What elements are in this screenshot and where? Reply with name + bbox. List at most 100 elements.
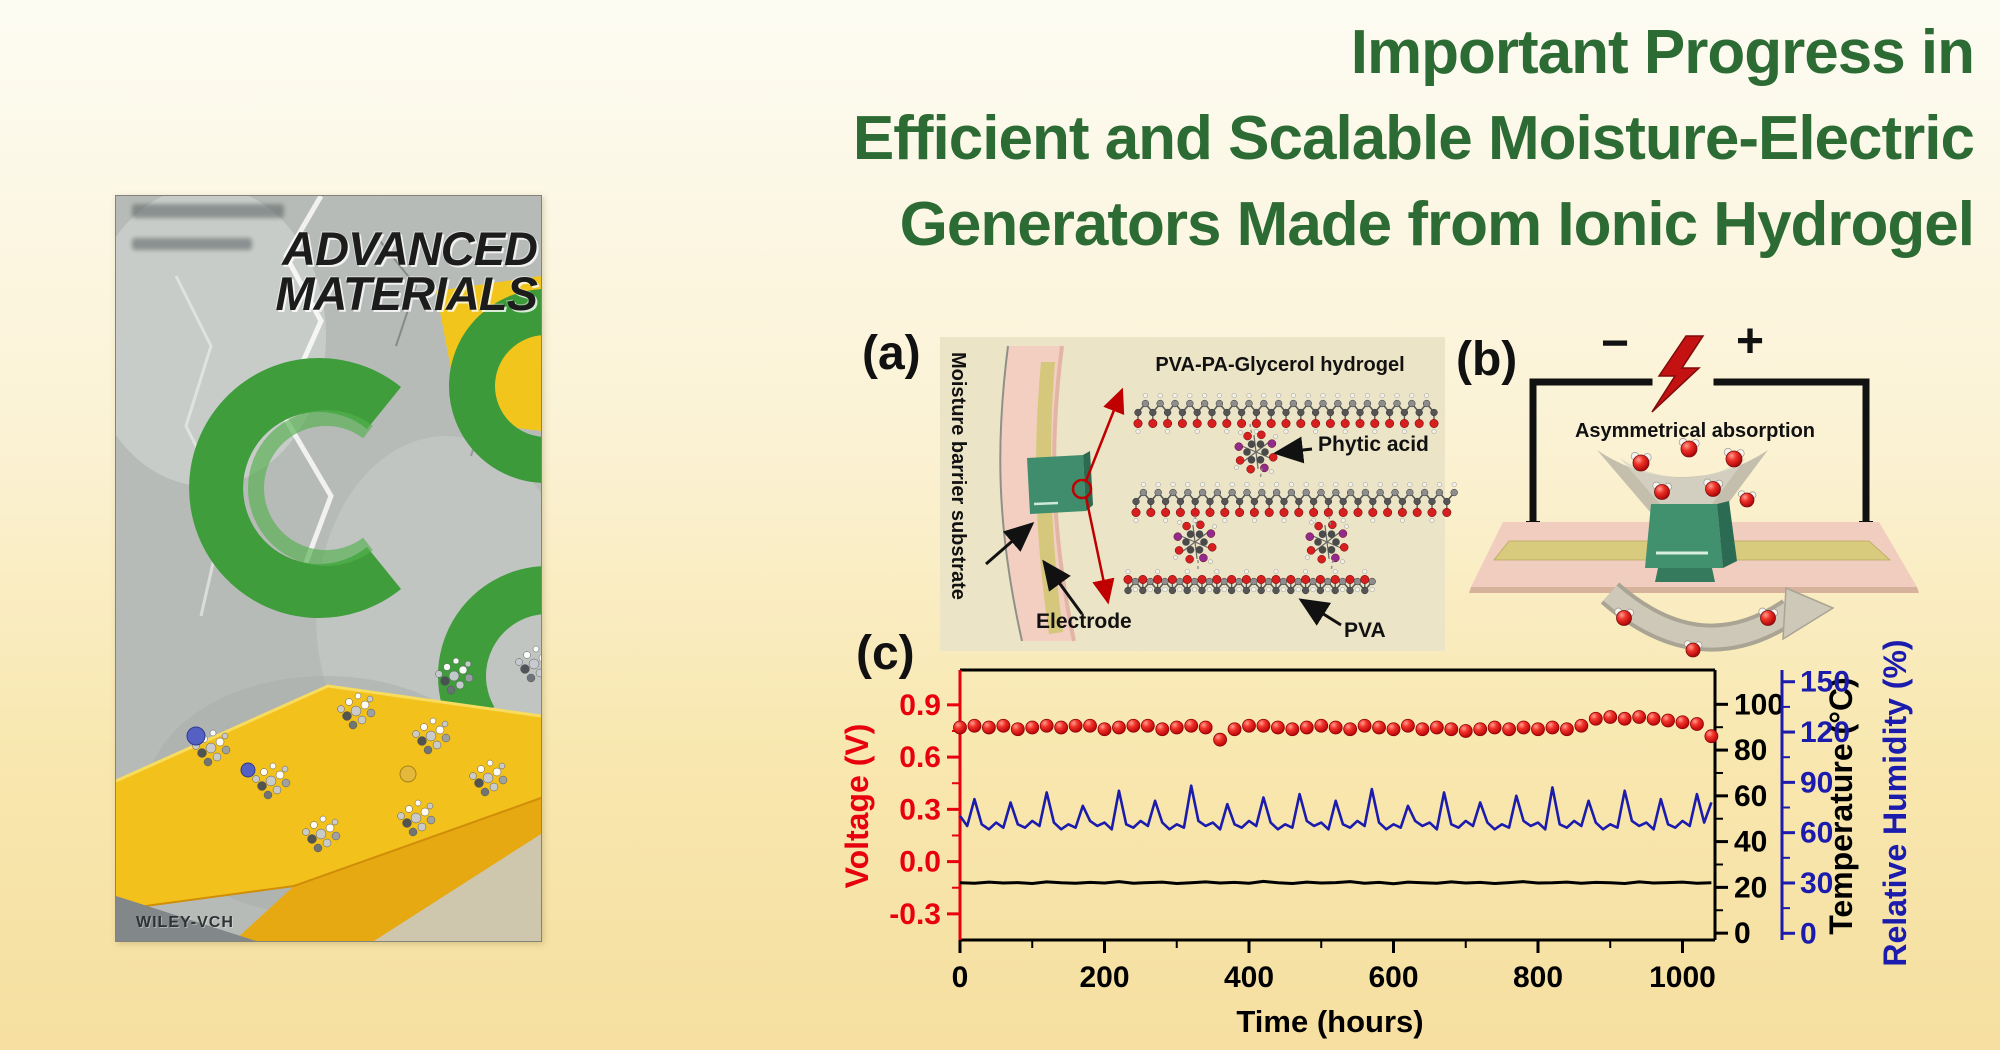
water-molecule-icon	[1652, 481, 1672, 500]
voltage-series	[953, 710, 1719, 747]
zoom-circle	[1071, 478, 1093, 500]
molecule-cluster	[435, 657, 474, 695]
svg-text:80: 80	[1734, 734, 1767, 767]
plus-terminal-label: +	[1736, 315, 1765, 368]
water-molecule-icon	[1758, 607, 1778, 626]
svg-text:600: 600	[1368, 961, 1418, 994]
molecule-cluster	[469, 759, 508, 797]
callout-arrow-down-icon	[1084, 496, 1115, 605]
device-hydrogel-block	[1645, 504, 1723, 568]
panel-a-illustration	[940, 337, 1458, 651]
cover-green-letter	[449, 289, 541, 483]
panel-b-tag: (b)	[1456, 333, 1518, 386]
svg-text:40: 40	[1734, 826, 1767, 859]
water-molecule-icon	[1684, 640, 1703, 658]
water-molecule-icon	[1738, 490, 1757, 508]
voltage-axis: 0.9 0.6 0.3 0.0 -0.3 Voltage (V)	[839, 689, 960, 931]
svg-text:100: 100	[1734, 688, 1784, 721]
circuit-wire	[1529, 378, 1870, 529]
water-molecule-icon	[1723, 448, 1745, 468]
chart-frame	[958, 668, 1717, 942]
molecule-cluster	[515, 645, 541, 683]
molecule-cluster	[192, 729, 231, 767]
water-molecule-icon	[1703, 478, 1723, 497]
panel-b-illustration	[1469, 335, 1919, 658]
svg-text:0.6: 0.6	[899, 741, 941, 774]
water-molecule-icon	[1678, 438, 1700, 458]
svg-text:Time (hours): Time (hours)	[1236, 1004, 1423, 1039]
journal-wordmark-line1: ADVANCED	[282, 222, 538, 275]
polymer-chain	[1131, 481, 1458, 523]
water-molecule-icon	[1630, 452, 1652, 472]
molecule-cluster	[252, 762, 291, 800]
svg-text:Temperature (°C): Temperature (°C)	[1823, 677, 1859, 935]
substrate-arrow-icon	[985, 522, 1035, 566]
molecule-cluster	[337, 692, 376, 730]
polymer-chain	[1123, 569, 1376, 595]
pva-label: PVA	[1344, 619, 1386, 642]
svg-text:120: 120	[1800, 716, 1850, 749]
journal-wordmark-line2: MATERIALS	[275, 267, 538, 320]
electrode-arrow-icon	[1042, 559, 1084, 615]
water-molecule-icon	[1614, 607, 1634, 626]
cover-artwork	[116, 196, 541, 941]
svg-text:90: 90	[1800, 766, 1833, 799]
molecule-cluster	[412, 717, 451, 755]
molecule-cluster	[302, 815, 341, 853]
svg-text:0.3: 0.3	[899, 793, 941, 826]
svg-text:0.9: 0.9	[899, 689, 941, 722]
page-title: Important Progress in Efficient and Scal…	[852, 10, 1975, 268]
polymer-chain	[1133, 392, 1439, 434]
cover-masthead-smalltext	[132, 238, 252, 250]
temperature-series	[959, 879, 1712, 886]
moisture-barrier-substrate-label: Moisture barrier substrate	[947, 352, 969, 600]
journal-wordmark: ADVANCED MATERIALS	[275, 222, 538, 320]
svg-text:0.0: 0.0	[899, 846, 941, 879]
callout-arrow-up-icon	[1084, 387, 1125, 482]
svg-text:30: 30	[1800, 867, 1833, 900]
svg-text:0: 0	[1734, 917, 1751, 950]
svg-text:800: 800	[1513, 961, 1563, 994]
yellow-sphere	[399, 765, 417, 783]
svg-text:400: 400	[1224, 961, 1274, 994]
svg-text:-0.3: -0.3	[889, 898, 941, 931]
svg-text:200: 200	[1079, 961, 1129, 994]
molecule-cluster	[397, 799, 436, 837]
relative_humidity-series	[958, 784, 1713, 831]
cover-green-letter	[189, 358, 401, 618]
x-axis: 0 200 400 600 800 1000 Time (hours)	[952, 940, 1716, 1039]
svg-text:Voltage (V): Voltage (V)	[839, 724, 875, 889]
lightning-bolt-icon	[1651, 335, 1705, 413]
svg-text:0: 0	[1800, 917, 1817, 950]
phytic-acid-molecule	[1173, 520, 1217, 564]
phytic-arrow-icon	[1273, 436, 1313, 464]
hydrogel-square	[1027, 455, 1086, 514]
pva-arrow-icon	[1298, 598, 1342, 627]
blue-sphere	[240, 762, 256, 778]
title-line-3: Generators Made from Ionic Hydrogel	[899, 190, 1975, 259]
phytic-acid-molecule	[1234, 430, 1278, 474]
phytic-acid-molecule	[1305, 520, 1349, 564]
journal-cover: ADVANCED MATERIALS WILEY-VCH	[115, 195, 542, 942]
svg-text:150: 150	[1800, 666, 1850, 699]
electrode-label: Electrode	[1036, 610, 1132, 633]
panel-a-tag: (a)	[862, 327, 921, 380]
title-line-2: Efficient and Scalable Moisture-Electric	[852, 104, 1975, 173]
title-line-1: Important Progress in	[1350, 18, 1975, 87]
svg-text:60: 60	[1800, 817, 1833, 850]
device-electrode-left	[1493, 540, 1662, 561]
svg-text:0: 0	[952, 961, 969, 994]
phytic-acid-label: Phytic acid	[1318, 433, 1429, 456]
hydrogel-label: PVA-PA-Glycerol hydrogel	[1155, 354, 1405, 376]
cover-masthead-smalltext	[132, 204, 284, 218]
svg-text:Relative Humidity (%): Relative Humidity (%)	[1877, 639, 1913, 966]
svg-text:20: 20	[1734, 871, 1767, 904]
panel-c-tag: (c)	[856, 627, 915, 680]
publisher-logo: WILEY-VCH	[136, 914, 234, 931]
svg-text:1000: 1000	[1649, 961, 1716, 994]
blue-sphere	[186, 726, 206, 746]
